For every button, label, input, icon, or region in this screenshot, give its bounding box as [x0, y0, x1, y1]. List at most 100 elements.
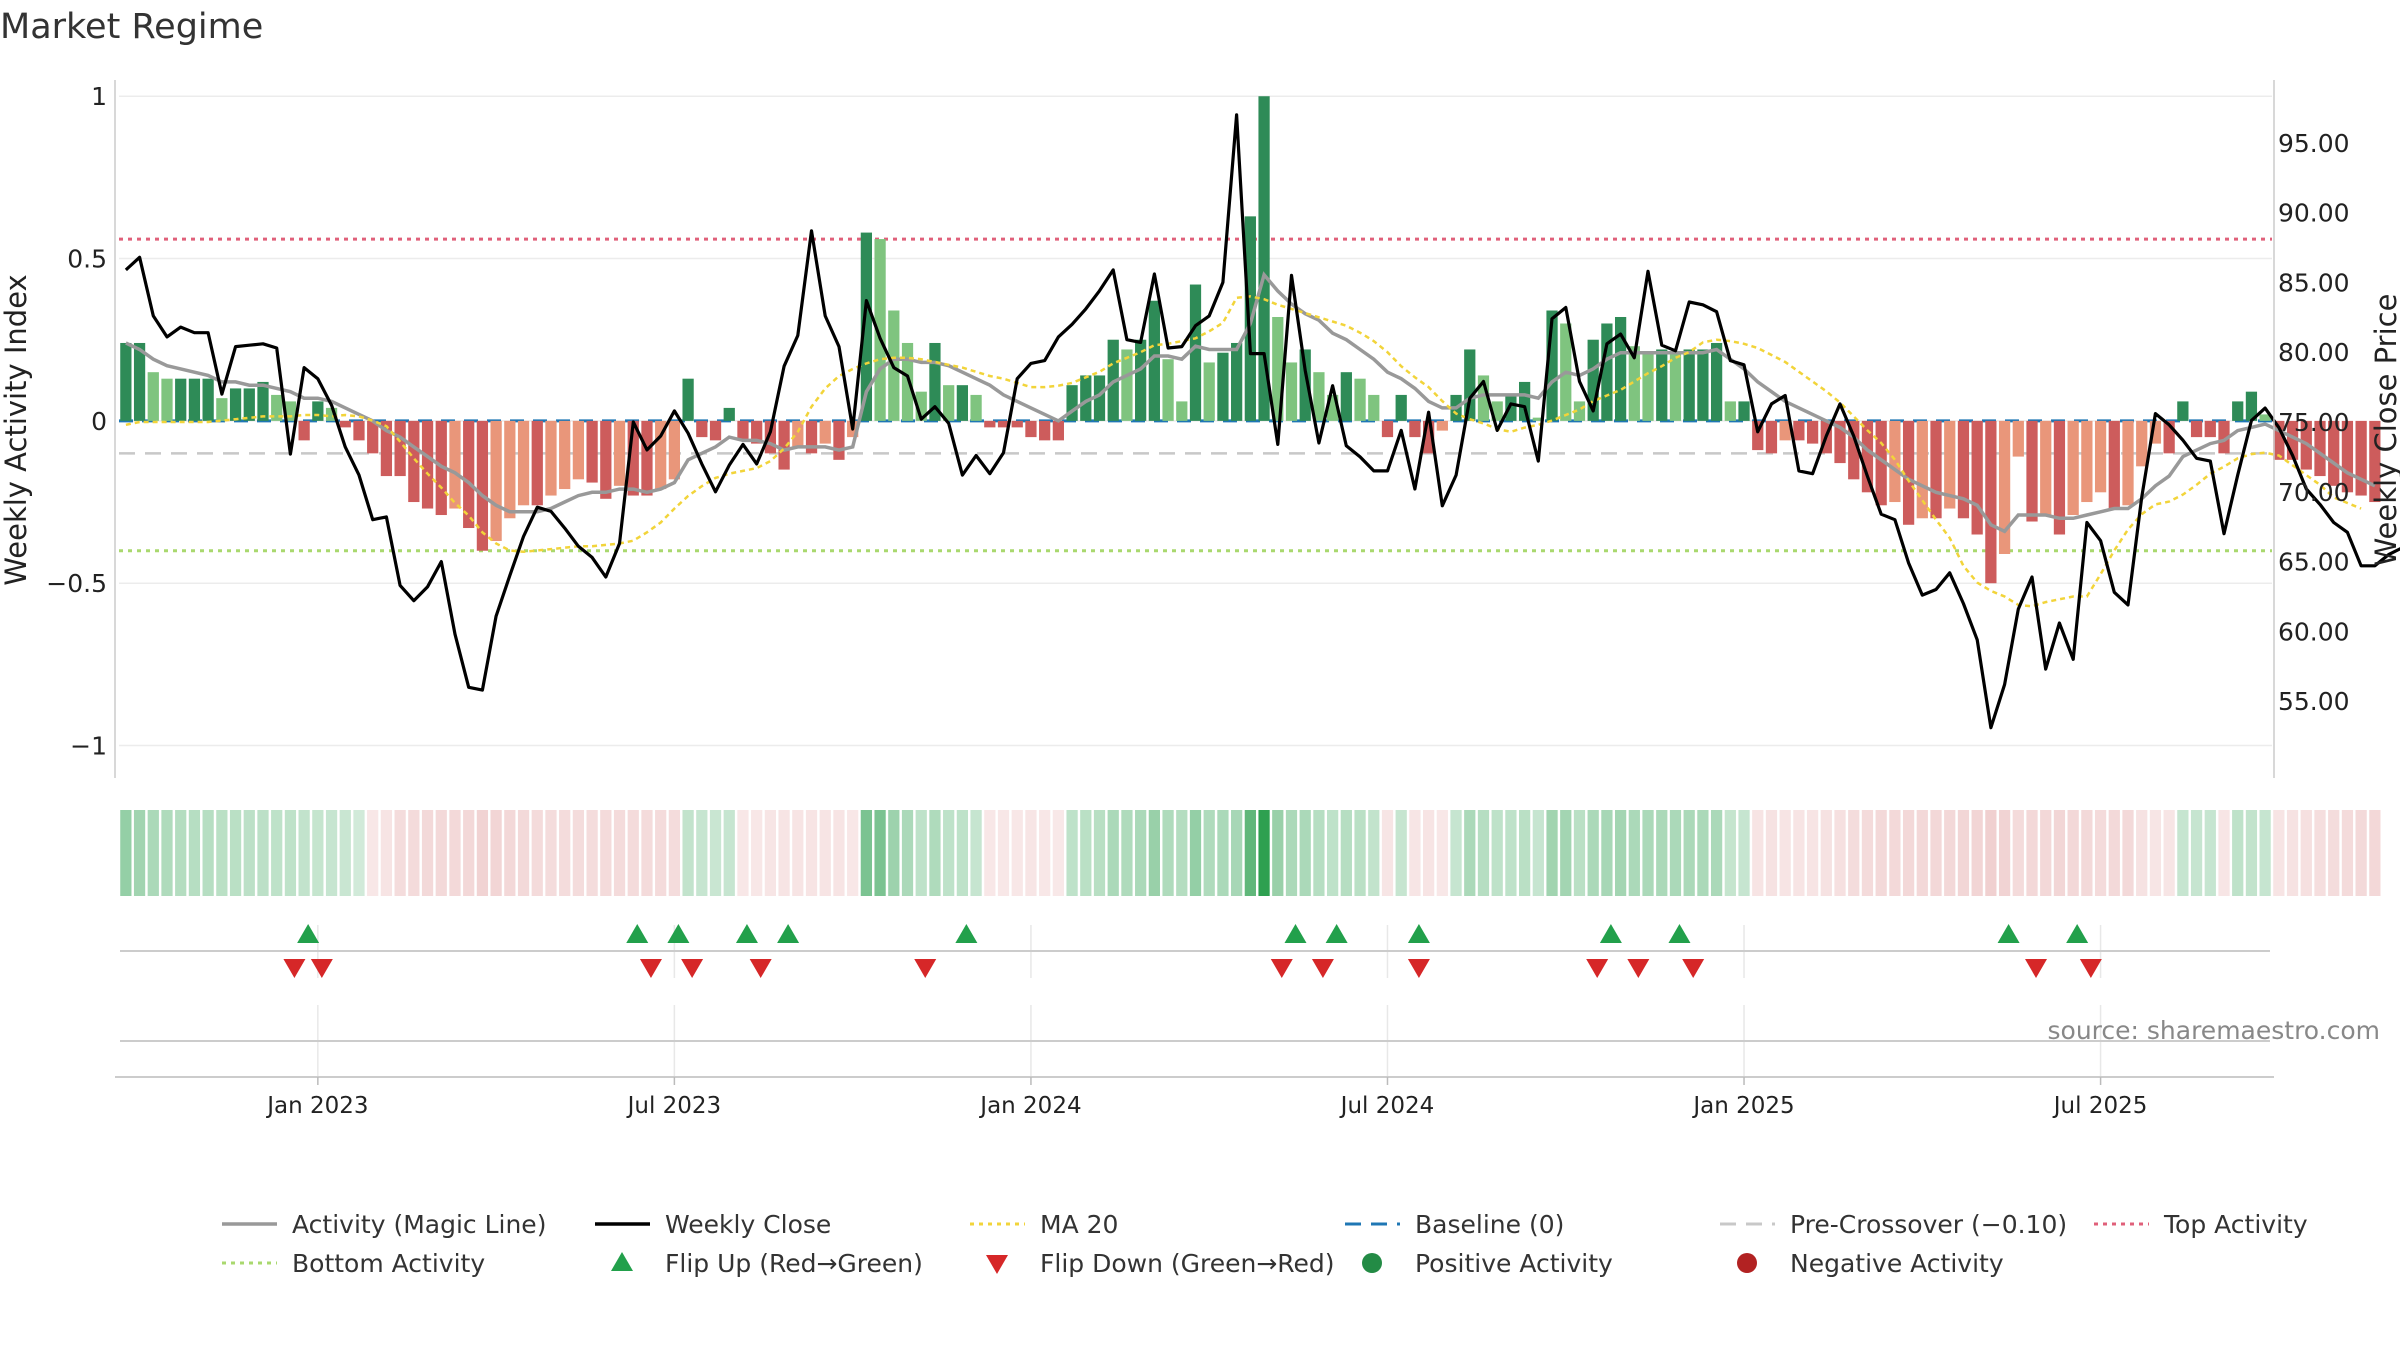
flip-down-marker [1627, 959, 1650, 978]
heat-strip-cell [2122, 810, 2134, 896]
activity-bar [929, 342, 941, 421]
activity-bar [1381, 420, 1394, 438]
heat-strip-cell [243, 810, 255, 896]
heat-strip-cell [1683, 810, 1695, 896]
activity-bar [421, 420, 434, 509]
activity-bar [1423, 420, 1435, 454]
legend-label: Baseline (0) [1415, 1210, 1564, 1239]
legend-item: Flip Down (Green→Red) [986, 1249, 1335, 1278]
flip-markers [283, 924, 2102, 978]
heat-strip-cell [504, 810, 516, 896]
activity-bar [943, 385, 955, 421]
activity-bar [1217, 352, 1229, 421]
activity-bar [2108, 420, 2120, 509]
legend-label: Pre-Crossover (−0.10) [1790, 1210, 2067, 1239]
activity-bar [1669, 352, 1682, 421]
heat-strip-cell [1121, 810, 1133, 896]
heat-strip-cell [1724, 810, 1736, 896]
activity-bar [2122, 420, 2134, 506]
legend-label: Weekly Close [665, 1210, 831, 1239]
activity-bar [1148, 300, 1160, 421]
heat-strip-cell [2081, 810, 2093, 896]
activity-bar [2190, 420, 2203, 438]
activity-bar [792, 420, 804, 447]
activity-bar [2177, 401, 2189, 421]
legend-swatch [611, 1252, 633, 1271]
flip-down-marker [914, 959, 937, 978]
activity-bar [1518, 381, 1531, 421]
activity-bar [517, 420, 530, 506]
heat-strip-cell [1601, 810, 1613, 896]
activity-bar [874, 239, 886, 421]
activity-bar [1573, 401, 1586, 421]
heat-strip-cell [682, 810, 694, 896]
activity-bar [1039, 420, 1051, 441]
activity-bar [531, 420, 543, 506]
activity-bar [655, 420, 667, 490]
activity-bar [2286, 420, 2299, 460]
activity-bar [805, 420, 818, 454]
flip-up-marker [1599, 924, 1622, 943]
activity-bar [161, 378, 173, 421]
legend-label: MA 20 [1040, 1210, 1118, 1239]
activity-bar [1285, 362, 1298, 421]
activity-bar [2355, 420, 2367, 496]
legend-item: Positive Activity [1362, 1249, 1613, 1278]
activity-bar [476, 420, 489, 551]
heat-strip-cell [545, 810, 557, 896]
activity-bar [1985, 420, 1997, 584]
activity-bar [984, 420, 996, 428]
heat-strip-cell [737, 810, 749, 896]
heat-strip-cell [1875, 810, 1887, 896]
heat-strip-cell [367, 810, 379, 896]
heat-strip-cell [696, 810, 708, 896]
legend-label: Flip Up (Red→Green) [665, 1249, 923, 1278]
activity-bar [1546, 310, 1558, 421]
heat-strip-cell [2218, 810, 2230, 896]
heat-strip-cell [1998, 810, 2011, 896]
heat-strip-cell [1614, 810, 1627, 896]
heat-strip-cell [1135, 810, 1147, 896]
heat-strip-cell [1793, 810, 1805, 896]
heat-strip-cell [490, 810, 502, 896]
heat-strip-cell [915, 810, 927, 896]
heat-strip-cell [1272, 810, 1284, 896]
heat-strip-cell [997, 810, 1010, 896]
heat-strip-cell [284, 810, 297, 896]
heat-strip-cell [709, 810, 722, 896]
x-tick-label: Jan 2024 [978, 1093, 1081, 1119]
legend-item: MA 20 [970, 1210, 1118, 1239]
heat-strip-cell [1066, 810, 1078, 896]
flip-down-marker [1270, 959, 1293, 978]
y-axis-label: Weekly Activity Index [0, 274, 33, 585]
heat-strip-cell [764, 810, 777, 896]
heat-strip-cell [1244, 810, 1256, 896]
heat-strip-cell [1368, 810, 1380, 896]
heat-strip-cell [463, 810, 475, 896]
activity-bar [1916, 420, 1928, 519]
heat-strip-cell [161, 810, 173, 896]
flip-up-marker [667, 924, 690, 943]
heat-strip-cell [1765, 810, 1778, 896]
heat-strip-cell [1450, 810, 1462, 896]
activity-bar [1587, 339, 1599, 421]
heat-strip-cell [2163, 810, 2175, 896]
activity-bar [1258, 96, 1270, 421]
heat-strip-cell [847, 810, 859, 896]
activity-bar [325, 407, 338, 421]
heat-strip-cell [1436, 810, 1448, 896]
activity-bar [1683, 349, 1695, 421]
x-tick-label: Jan 2025 [1691, 1093, 1794, 1119]
heat-strip-cell [1477, 810, 1490, 896]
activity-bar [1409, 420, 1421, 438]
heat-strip-cell [2108, 810, 2120, 896]
activity-bar [600, 420, 612, 499]
heat-strip-cell [2355, 810, 2367, 896]
activity-bar [1765, 420, 1778, 454]
activity-bar [216, 398, 228, 421]
heat-strip-cell [984, 810, 996, 896]
flip-up-marker [626, 924, 649, 943]
heat-strip-cell [559, 810, 571, 896]
heat-strip-cell [1327, 810, 1339, 896]
heat-strip-cell [586, 810, 598, 896]
